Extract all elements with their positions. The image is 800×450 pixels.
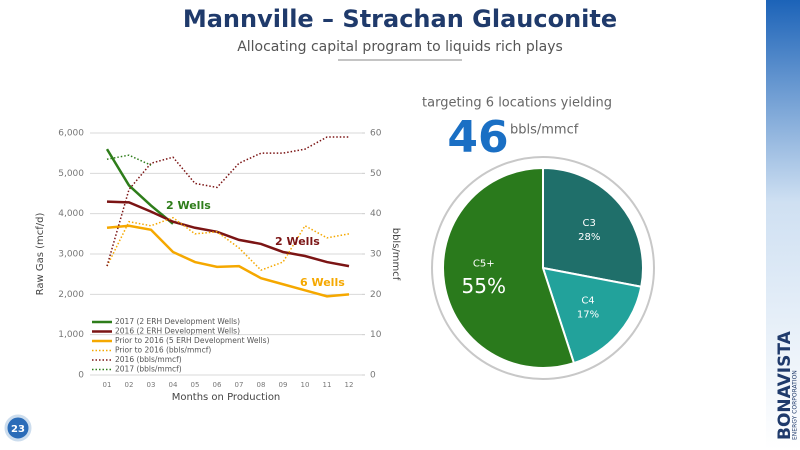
slice-category: C3 xyxy=(583,218,596,229)
x-tick-label: 08 xyxy=(257,381,266,389)
y-tick-label: 6,000 xyxy=(58,129,84,139)
callout-lead: targeting 6 locations yielding xyxy=(422,96,612,111)
y-tick-label: 2,000 xyxy=(58,290,84,300)
slice-value: 28% xyxy=(578,232,600,243)
callout-unit: bbls/mmcf xyxy=(510,123,579,138)
y2-tick-label: 10 xyxy=(370,330,382,340)
y-tick-label: 4,000 xyxy=(58,209,84,219)
y2-tick-label: 20 xyxy=(370,290,382,300)
series-line xyxy=(105,148,174,225)
series-line xyxy=(106,224,350,298)
callout-figure: 46 xyxy=(447,112,508,163)
page-badge xyxy=(4,414,32,442)
pie-chart: C3 28% C4 17% C5+ 55% xyxy=(442,166,644,369)
legend-label: Prior to 2016 (5 ERH Development Wells) xyxy=(115,336,270,345)
legend-label: 2017 (2 ERH Development Wells) xyxy=(115,317,240,326)
slide-title: Mannville – Strachan Glauconite xyxy=(183,5,617,33)
x-tick-label: 09 xyxy=(279,381,288,389)
x-tick-label: 07 xyxy=(235,381,244,389)
y-tick-label: 3,000 xyxy=(58,250,84,260)
pie-slice xyxy=(541,266,643,365)
y-axis-label: Raw Gas (mcf/d) xyxy=(35,213,46,296)
y2-tick-label: 40 xyxy=(370,209,382,219)
x-tick-label: 06 xyxy=(213,381,222,389)
annotation: 2 Wells xyxy=(275,235,320,248)
slide-subtitle: Allocating capital program to liquids ri… xyxy=(237,39,563,55)
legend-label: 2016 (bbls/mmcf) xyxy=(115,355,182,364)
series-line xyxy=(106,154,152,166)
slice-category: C4 xyxy=(581,296,594,307)
x-tick-label: 05 xyxy=(191,381,200,389)
y-tick-label: 1,000 xyxy=(58,330,84,340)
x-tick-label: 01 xyxy=(103,381,112,389)
series-line xyxy=(106,200,350,268)
slice-category: C5+ xyxy=(473,258,495,269)
legend-label: 2016 (2 ERH Development Wells) xyxy=(115,327,240,336)
logo-tagline: ENERGY CORPORATION xyxy=(792,370,799,440)
x-tick-label: 12 xyxy=(345,381,354,389)
series-line xyxy=(106,136,349,267)
x-axis-label: Months on Production xyxy=(172,392,281,403)
y-tick-label: 0 xyxy=(78,371,84,381)
x-tick-label: 03 xyxy=(147,381,156,389)
x-tick-label: 11 xyxy=(323,381,332,389)
logo-name: BONAVISTA xyxy=(775,330,795,440)
y2-tick-label: 50 xyxy=(370,169,382,179)
x-tick-label: 10 xyxy=(301,381,310,389)
series-line xyxy=(106,216,350,272)
x-tick-label: 02 xyxy=(125,381,134,389)
y2-axis-label: bbls/mmcf xyxy=(390,228,401,281)
y2-tick-label: 30 xyxy=(370,250,382,260)
annotation: 6 Wells xyxy=(300,276,345,289)
annotation: 2 Wells xyxy=(166,199,211,212)
pie-slice xyxy=(542,166,644,288)
pie-slice xyxy=(442,166,576,369)
y2-tick-label: 0 xyxy=(370,371,376,381)
side-stripe xyxy=(766,0,800,450)
slice-value: 55% xyxy=(462,274,506,298)
x-tick-label: 04 xyxy=(169,381,178,389)
y2-tick-label: 60 xyxy=(370,129,382,139)
line-chart: 01,0002,0003,0004,0005,0006,000010203040… xyxy=(35,129,401,404)
legend-label: Prior to 2016 (bbls/mmcf) xyxy=(115,346,211,355)
page-number: 23 xyxy=(11,424,25,435)
legend-label: 2017 (bbls/mmcf) xyxy=(115,365,182,374)
y-tick-label: 5,000 xyxy=(58,169,84,179)
slice-value: 17% xyxy=(577,310,599,321)
